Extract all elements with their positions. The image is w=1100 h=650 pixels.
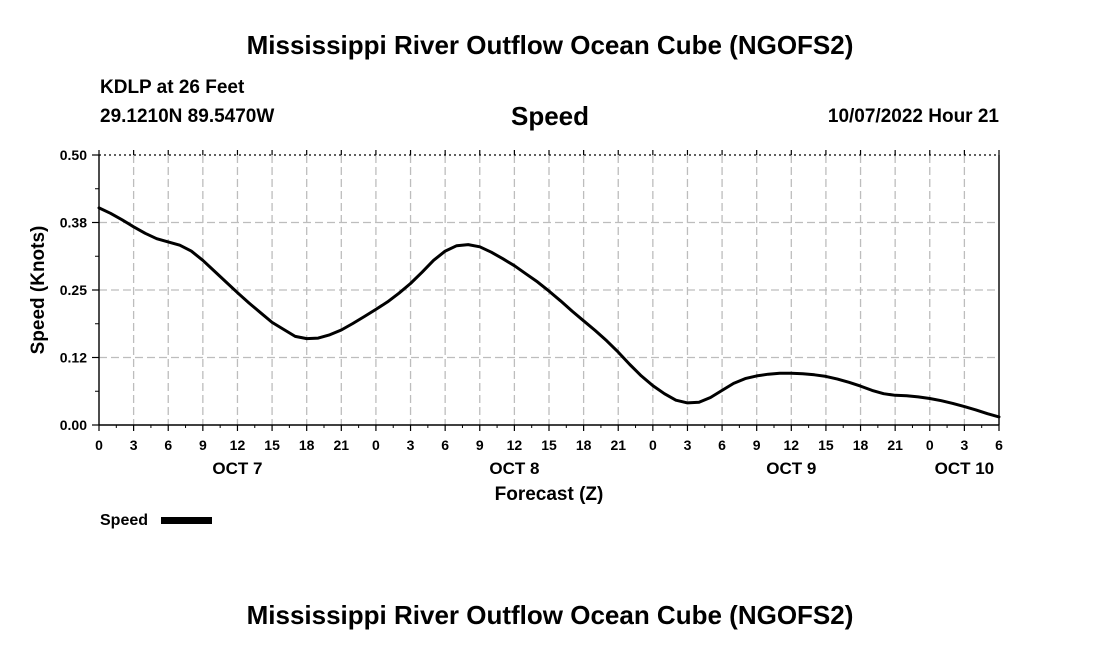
x-tick-label: 6 bbox=[164, 437, 172, 453]
y-tick-label: 0.38 bbox=[60, 215, 87, 231]
x-tick-label: 18 bbox=[576, 437, 592, 453]
x-tick-label: 18 bbox=[299, 437, 315, 453]
x-tick-label: 18 bbox=[853, 437, 869, 453]
x-tick-label: 0 bbox=[372, 437, 380, 453]
x-tick-label: 9 bbox=[476, 437, 484, 453]
x-tick-label: 3 bbox=[684, 437, 692, 453]
x-axis-title: Forecast (Z) bbox=[495, 484, 604, 505]
y-axis-title: Speed (Knots) bbox=[28, 226, 49, 355]
x-tick-label: 0 bbox=[649, 437, 657, 453]
x-tick-label: 21 bbox=[887, 437, 903, 453]
x-tick-label: 6 bbox=[995, 437, 1003, 453]
x-tick-label: 21 bbox=[610, 437, 626, 453]
legend-label: Speed bbox=[100, 512, 148, 529]
axis-ticks bbox=[92, 150, 1000, 431]
x-tick-label: 0 bbox=[926, 437, 934, 453]
y-tick-label: 0.25 bbox=[60, 282, 87, 298]
day-label: OCT 7 bbox=[212, 459, 262, 478]
x-tick-label: 12 bbox=[230, 437, 246, 453]
chart-title-repeat: Mississippi River Outflow Ocean Cube (NG… bbox=[246, 600, 854, 630]
x-tick-label: 3 bbox=[960, 437, 968, 453]
forecast-timestamp: 10/07/2022 Hour 21 bbox=[827, 106, 999, 127]
x-tick-label: 9 bbox=[753, 437, 761, 453]
x-tick-label: 6 bbox=[718, 437, 726, 453]
station-label: KDLP at 26 Feet bbox=[100, 77, 245, 98]
x-tick-label: 15 bbox=[541, 437, 557, 453]
legend-swatch bbox=[161, 517, 212, 524]
day-label: OCT 9 bbox=[766, 459, 816, 478]
day-label: OCT 10 bbox=[935, 459, 995, 478]
y-tick-label: 0.00 bbox=[60, 417, 87, 433]
chart-title: Mississippi River Outflow Ocean Cube (NG… bbox=[246, 30, 854, 60]
x-tick-label: 21 bbox=[334, 437, 350, 453]
station-coordinates: 29.1210N 89.5470W bbox=[100, 106, 275, 127]
x-tick-label: 3 bbox=[130, 437, 138, 453]
day-label: OCT 8 bbox=[489, 459, 539, 478]
x-tick-label: 6 bbox=[441, 437, 449, 453]
panel-title: Speed bbox=[510, 101, 590, 131]
x-tick-label: 15 bbox=[264, 437, 280, 453]
x-tick-label: 15 bbox=[818, 437, 834, 453]
x-tick-label: 3 bbox=[407, 437, 415, 453]
x-tick-label: 0 bbox=[95, 437, 103, 453]
legend: Speed bbox=[100, 512, 212, 529]
x-tick-label: 9 bbox=[199, 437, 207, 453]
axis-labels: 0 3 6 9 12 15 18 21 0 3 6 9 12 15 18 21 0 3 6 9 12 15 18 21 0 3 6 0… bbox=[28, 147, 1003, 505]
x-tick-label: 12 bbox=[784, 437, 800, 453]
speed-line bbox=[97, 206, 1001, 419]
y-tick-label: 0.50 bbox=[60, 147, 87, 163]
data-series bbox=[97, 206, 1001, 419]
y-tick-label: 0.12 bbox=[60, 350, 87, 366]
x-tick-label: 12 bbox=[507, 437, 523, 453]
